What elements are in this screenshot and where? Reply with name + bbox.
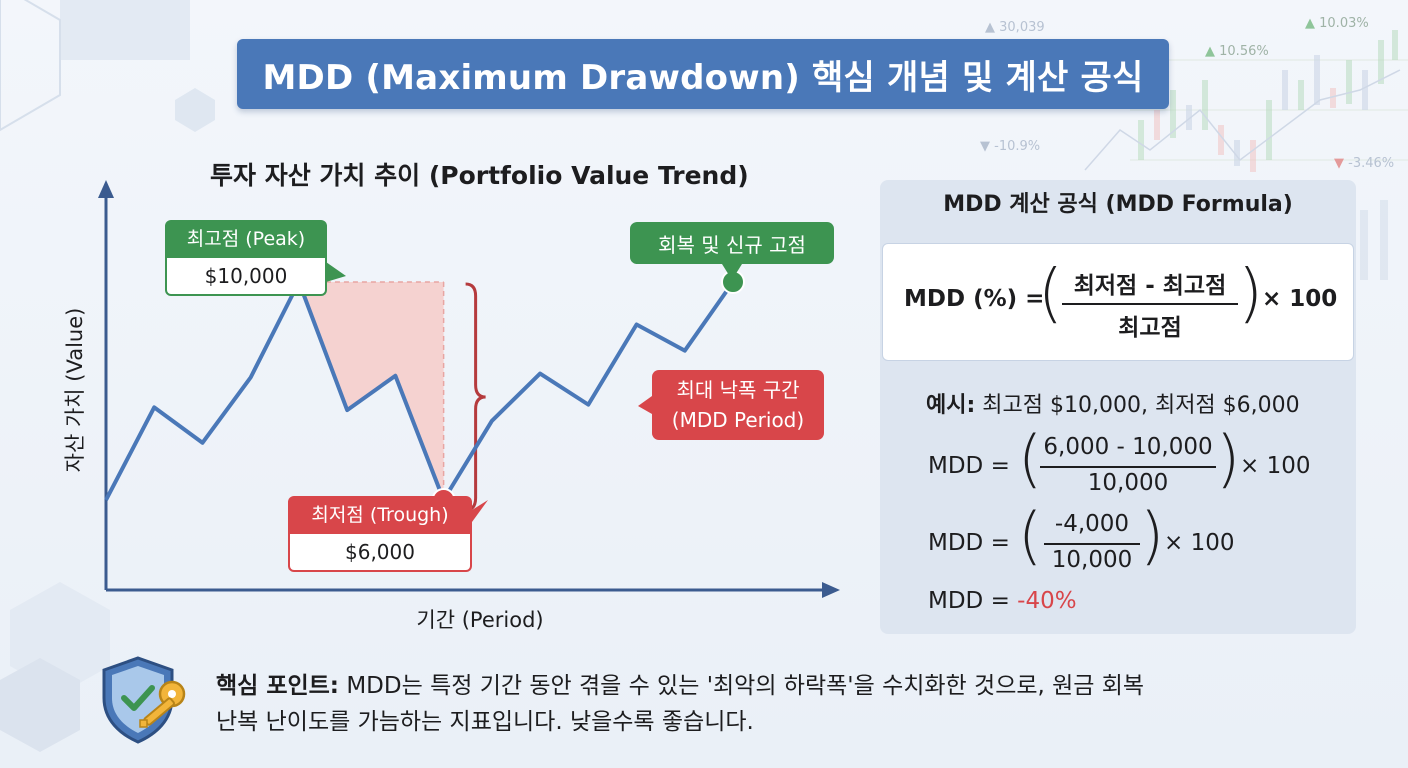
key-point-line1: MDD는 특정 기간 동안 겪을 수 있는 '최악의 하락폭'을 수치화한 것으… [346, 673, 1145, 699]
trough-callout-pointer [472, 500, 488, 522]
mdd-period-label: 최대 낙폭 구간 [676, 378, 800, 402]
formula-fraction-line [1062, 303, 1238, 305]
step2-numerator: -4,000 [1054, 511, 1130, 537]
key-point-line2: 난복 난이도를 가늠하는 지표입니다. 낮을수록 좋습니다. [216, 709, 754, 735]
chart-axes [98, 180, 840, 598]
step2-fraction-line [1044, 543, 1140, 545]
ticker-label: ▼ -10.9% [980, 139, 1041, 154]
ticker-label: ▼ -3.46% [1334, 156, 1395, 171]
result-value: -40% [1017, 588, 1077, 614]
x-axis-label: 기간 (Period) [416, 608, 544, 632]
new-high-callout-pointer [722, 264, 742, 280]
peak-label: 최고점 (Peak) [165, 220, 327, 258]
chart-title: 투자 자산 가치 추이 (Portfolio Value Trend) [210, 161, 749, 190]
key-point-note: 핵심 포인트: MDD는 특정 기간 동안 겪을 수 있는 '최악의 하락폭'을… [216, 668, 1316, 740]
formula-panel-title: MDD 계산 공식 (MDD Formula) [943, 192, 1293, 217]
step2-denominator: 10,000 [1051, 547, 1133, 573]
formula-numerator: 최저점 - 최고점 [1073, 273, 1227, 299]
mdd-bracket [465, 282, 486, 512]
new-high-callout: 회복 및 신규 고점 [630, 222, 834, 264]
ticker-label: ▲ 30,039 [985, 20, 1045, 35]
ticker-label: ▲ 10.03% [1305, 16, 1369, 31]
mdd-period-callout-pointer [638, 396, 652, 414]
example-text: 최고점 $10,000, 최저점 $6,000 [982, 393, 1300, 418]
formula-right-paren: ) [1238, 257, 1263, 331]
example-line: 예시: 최고점 $10,000, 최저점 $6,000 [926, 387, 1300, 419]
step2-right-paren: ) [1140, 499, 1165, 572]
peak-callout-pointer [326, 262, 346, 282]
step2-left-paren: ( [1018, 499, 1043, 572]
peak-callout: 최고점 (Peak) $10,000 [165, 220, 327, 296]
formula-box [882, 243, 1354, 361]
trough-callout: 최저점 (Trough) $6,000 [288, 496, 472, 572]
mdd-period-sublabel: (MDD Period) [671, 408, 805, 432]
formula-lhs: MDD (%) = [904, 286, 1045, 312]
peak-value: $10,000 [165, 258, 327, 296]
y-axis-arrow [98, 180, 114, 198]
trough-value: $6,000 [288, 534, 472, 572]
result-line: MDD = -40% [928, 588, 1077, 614]
formula-denominator: 최고점 [1118, 315, 1182, 341]
step2-multiplier: × 100 [1164, 530, 1235, 556]
step1-denominator: 10,000 [1087, 470, 1169, 496]
step1-multiplier: × 100 [1240, 453, 1311, 479]
step1-left-paren: ( [1018, 422, 1043, 495]
example-label: 예시: [926, 393, 976, 418]
formula-left-paren: ( [1038, 257, 1063, 331]
formula-multiplier: × 100 [1262, 286, 1338, 312]
result-lhs: MDD = [928, 588, 1010, 614]
ticker-label: ▲ 10.56% [1205, 44, 1269, 59]
page-title: MDD (Maximum Drawdown) 핵심 개념 및 계산 공식 [237, 39, 1169, 109]
step1-lhs: MDD = [928, 453, 1010, 479]
x-axis-arrow [822, 582, 840, 598]
step1-right-paren: ) [1216, 422, 1241, 495]
step2-lhs: MDD = [928, 530, 1010, 556]
shield-key-icon [102, 656, 186, 744]
trough-label: 최저점 (Trough) [288, 496, 472, 534]
key-point-label: 핵심 포인트: [216, 673, 340, 699]
step1-fraction-line [1040, 466, 1216, 468]
mdd-period-callout: 최대 낙폭 구간 (MDD Period) [652, 370, 824, 440]
step1-numerator: 6,000 - 10,000 [1043, 434, 1213, 460]
value-series-line [104, 280, 735, 502]
